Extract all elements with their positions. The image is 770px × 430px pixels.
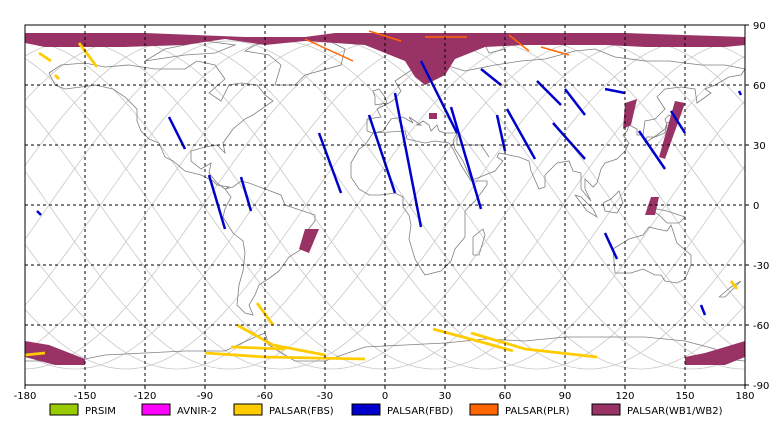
coastline <box>25 332 746 362</box>
coastline <box>350 130 488 276</box>
wb-strip <box>299 229 319 253</box>
wb-strip <box>645 197 659 215</box>
fbd-swath <box>36 210 42 216</box>
legend-swatch <box>591 403 621 416</box>
x-tick-label: -120 <box>134 391 157 402</box>
fbs-swath <box>54 74 60 80</box>
lat-lon-grid <box>25 25 745 385</box>
legend-swatch <box>141 403 171 416</box>
plr-swath <box>508 34 530 52</box>
coastline <box>602 190 624 214</box>
coastline <box>366 48 746 202</box>
y-tick-label: 0 <box>753 201 759 212</box>
x-tick-label: 150 <box>675 391 694 402</box>
fbd-swath <box>449 106 483 210</box>
fbs-swath <box>77 42 99 68</box>
wb-strip <box>429 113 437 119</box>
orbit-track <box>24 40 746 370</box>
x-tick-label: -150 <box>74 391 97 402</box>
fbs-swath <box>236 323 326 357</box>
x-tick-label: 0 <box>382 391 388 402</box>
legend-label: PALSAR(FBS) <box>269 406 334 417</box>
fbd-swath <box>737 90 743 96</box>
wb-strip <box>659 101 685 159</box>
x-tick-label: -60 <box>257 391 273 402</box>
coastline <box>372 88 388 106</box>
fbd-swath <box>495 114 507 152</box>
fbd-swath <box>167 116 187 150</box>
y-tick-label: 90 <box>753 21 766 32</box>
coastline <box>718 280 742 298</box>
coastline <box>472 228 486 256</box>
y-tick-label: -90 <box>753 381 769 392</box>
legend-label: PALSAR(PLR) <box>505 406 570 417</box>
fbs-swath <box>38 51 52 63</box>
legend-label: PRSIM <box>85 406 116 417</box>
coastline <box>646 206 686 224</box>
orbit-track <box>24 40 746 370</box>
fbd-swath <box>564 88 586 116</box>
coastline <box>144 40 237 62</box>
y-tick-label: 60 <box>753 81 766 92</box>
legend-swatch <box>49 403 79 416</box>
y-tick-label: -30 <box>753 261 769 272</box>
coastline <box>644 114 676 144</box>
x-tick-label: 120 <box>615 391 634 402</box>
fbs-swath <box>470 331 598 359</box>
wb-strip <box>623 99 637 129</box>
fbd-swath <box>637 130 667 170</box>
x-tick-label: 60 <box>499 391 512 402</box>
coastline <box>48 60 274 190</box>
x-tick-label: 30 <box>439 391 452 402</box>
coastline <box>574 194 598 219</box>
legend-label: PALSAR(FBD) <box>387 406 453 417</box>
wb-antarctic-strip <box>25 341 85 365</box>
plr-swath <box>540 46 570 56</box>
fbd-swath <box>669 110 687 134</box>
latitude-tick-labels: 90 60 30 0 -30 -60 -90 <box>745 21 769 392</box>
legend-swatch <box>233 403 263 416</box>
fbs-swath <box>230 345 286 351</box>
legend-swatch <box>351 403 381 416</box>
fbd-swath <box>699 304 707 316</box>
legend-label: AVNIR-2 <box>177 406 217 417</box>
plr-swath <box>304 38 354 62</box>
fbs-swath <box>24 351 46 357</box>
wb-antarctic-strip <box>685 341 745 365</box>
longitude-tick-labels: -180 -150 -120 -90 -60 -30 0 30 60 90 120 150 180 <box>14 385 755 402</box>
legend-label: PALSAR(WB1/WB2) <box>627 406 723 417</box>
fbd-swath <box>317 132 343 194</box>
x-tick-label: -90 <box>197 391 213 402</box>
fbs-swath <box>432 327 514 353</box>
y-tick-label: -60 <box>753 321 769 332</box>
plr-swath <box>368 30 402 42</box>
coastline <box>222 180 316 316</box>
legend: PRSIM AVNIR-2 PALSAR(FBS) PALSAR(FBD) PALSAR… <box>49 403 723 417</box>
x-tick-label: 90 <box>559 391 572 402</box>
fbd-swath <box>367 114 397 194</box>
fbd-swath <box>480 68 502 86</box>
x-tick-label: -30 <box>317 391 333 402</box>
legend-swatch <box>469 403 499 416</box>
y-tick-label: 30 <box>753 141 766 152</box>
observation-swaths <box>24 30 745 365</box>
fbd-swath <box>419 60 459 134</box>
fbd-swath <box>552 122 586 160</box>
x-tick-label: -180 <box>14 391 37 402</box>
fbd-swath <box>603 232 619 260</box>
fbd-swath <box>604 87 626 95</box>
fbd-swath <box>207 174 227 230</box>
fbs-swath <box>729 280 739 290</box>
fbd-swath <box>505 108 537 160</box>
x-tick-label: 180 <box>735 391 754 402</box>
